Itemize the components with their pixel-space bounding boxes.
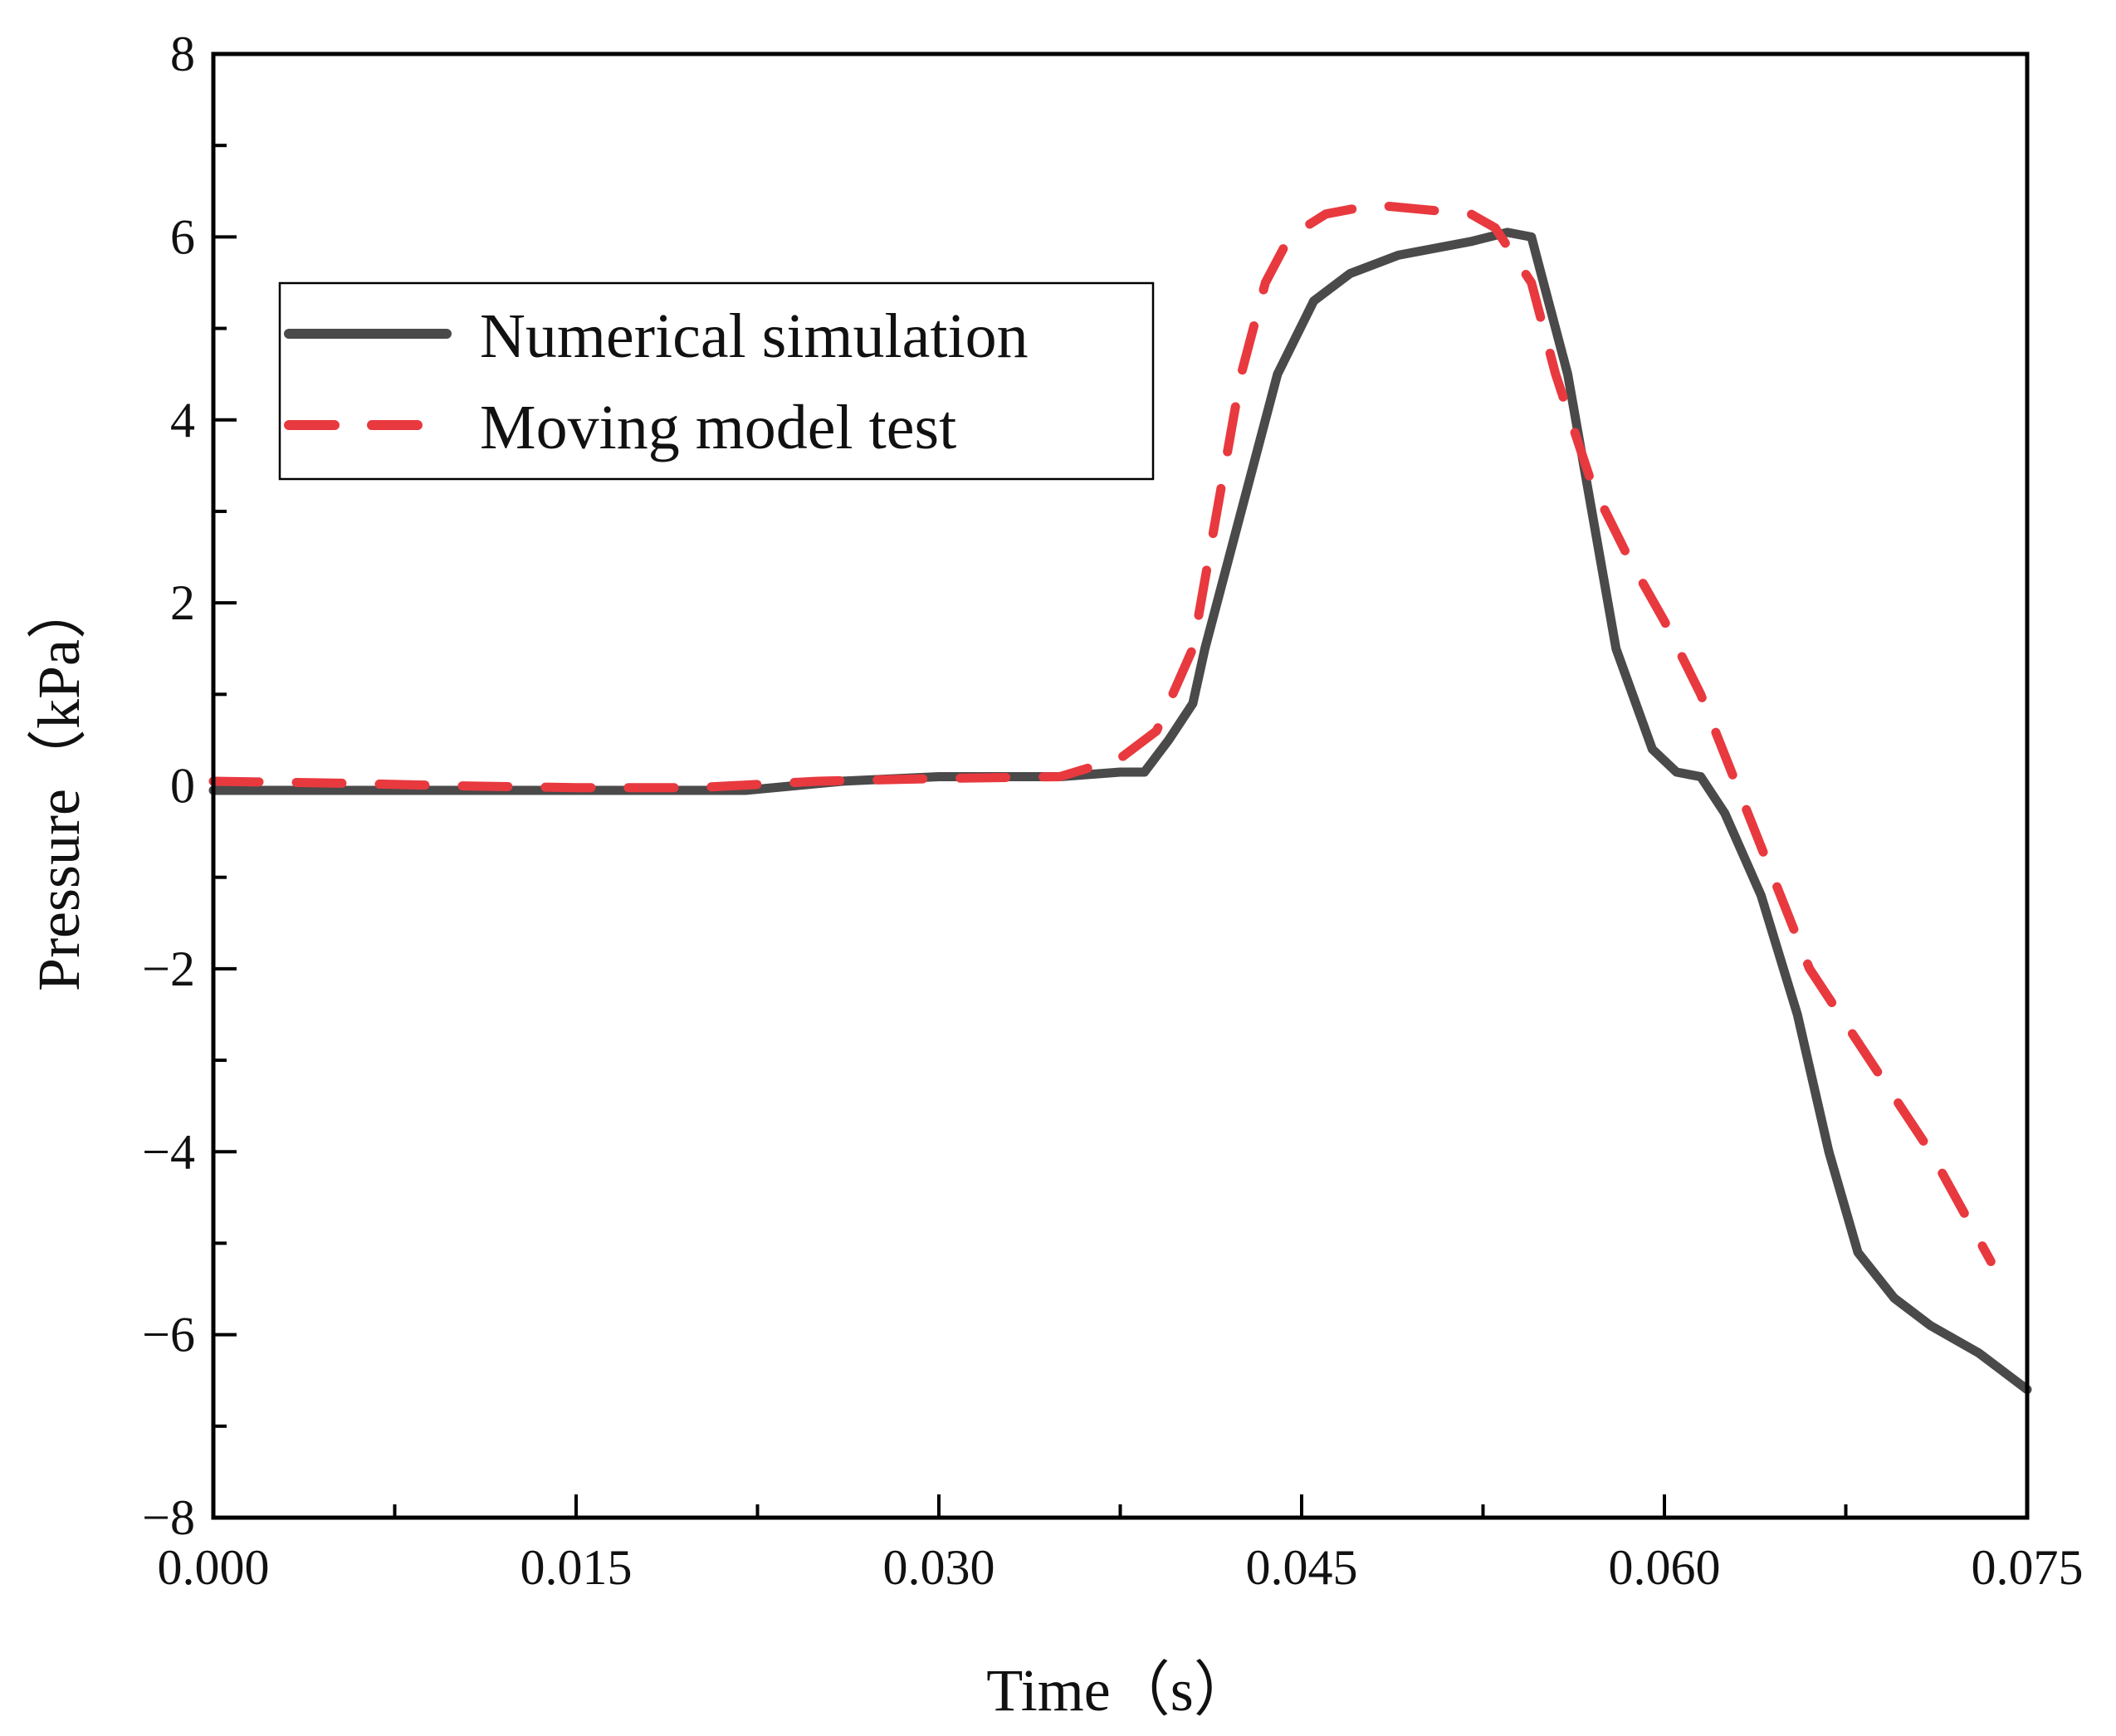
legend-label-numerical: Numerical simulation: [480, 301, 1029, 371]
legend: Numerical simulation Moving model test: [278, 281, 1155, 481]
y-tick-label: −6: [142, 1308, 195, 1362]
series-group: [208, 200, 2032, 1395]
y-tick-label: 0: [170, 759, 195, 814]
legend-box: [278, 281, 1155, 481]
plot-frame: [211, 51, 2030, 1520]
x-tick-label: 0.030: [883, 1540, 995, 1595]
legend-label-test: Moving model test: [480, 393, 956, 462]
x-tick-label: 0.075: [1972, 1540, 2084, 1595]
axis-ticks: 0.000 0.015 0.030 0.045 0.060 0.075 −8 −6 −4 −2 0 2…: [142, 27, 2083, 1595]
series-line-numerical-simulation: [208, 227, 2032, 1395]
y-tick-label: −2: [142, 941, 195, 996]
x-tick-label: 0.045: [1246, 1540, 1358, 1595]
x-axis-title: Time（s）: [986, 1657, 1253, 1724]
y-tick-label: 4: [170, 393, 195, 447]
y-tick-label: 8: [170, 27, 195, 81]
series-line-moving-model-test: [208, 200, 1996, 1266]
x-tick-label: 0.060: [1609, 1540, 1721, 1595]
y-tick-label: 6: [170, 209, 195, 264]
x-tick-label: 0.015: [520, 1540, 633, 1595]
y-tick-label: 2: [170, 575, 195, 630]
y-tick-label: −4: [142, 1124, 195, 1179]
y-tick-label: −8: [142, 1490, 195, 1545]
x-tick-label: 0.000: [158, 1540, 270, 1595]
y-axis-title: Pressure（kPa）: [26, 579, 92, 991]
